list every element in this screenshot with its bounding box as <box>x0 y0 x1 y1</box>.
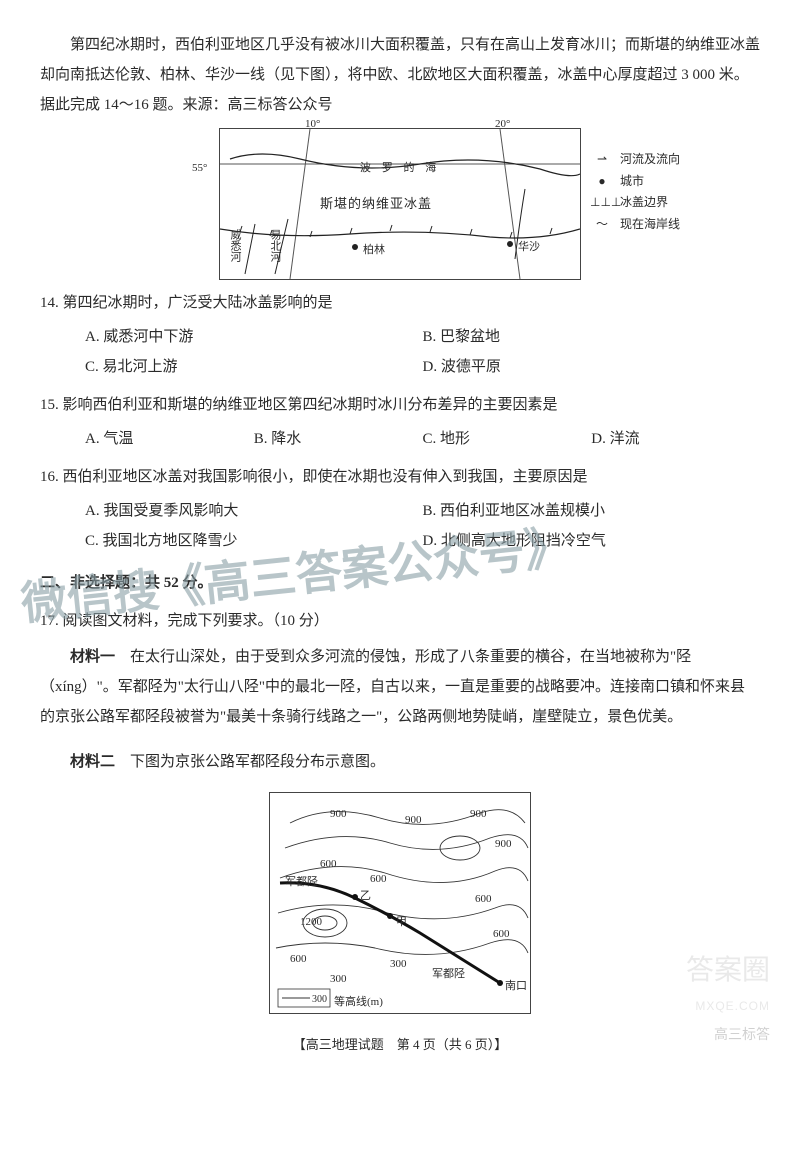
question-14: 14. 第四纪冰期时，广泛受大陆冰盖影响的是 A. 威悉河中下游 B. 巴黎盆地… <box>40 288 760 382</box>
passage-intro: 第四纪冰期时，西伯利亚地区几乎没有被冰川大面积覆盖，只有在高山上发育冰川；而斯堪… <box>40 30 760 120</box>
map2-c1200: 1200 <box>300 911 322 933</box>
map2-c600e: 600 <box>290 948 307 970</box>
legend-ice: 冰盖边界 <box>620 192 668 214</box>
map2-jia: 甲 <box>396 911 407 933</box>
map1-warsaw: 华沙 <box>518 236 540 258</box>
q17-m2-text: 下图为京张公路军都陉段分布示意图。 <box>115 754 385 770</box>
map1-lon2: 20° <box>495 113 510 135</box>
map2-box: 军都陉 军都陉 南口 甲 乙 900 900 900 900 600 600 6… <box>269 792 531 1014</box>
map2-jundu: 军都陉 <box>285 871 318 893</box>
q14-option-c[interactable]: C. 易北河上游 <box>85 352 423 382</box>
map1-ice: 斯堪的纳维亚冰盖 <box>320 191 432 217</box>
q14-option-d[interactable]: D. 波德平原 <box>423 352 761 382</box>
ice-edge-icon: ⊥⊥⊥ <box>590 192 614 214</box>
map1-legend: ⇀ 河流及流向 ● 城市 ⊥⊥⊥ 冰盖边界 〜现在海岸线 <box>590 149 700 235</box>
map1-sea: 波 罗 的 海 <box>360 157 440 179</box>
map1-elbe: 易北河 <box>264 229 286 262</box>
q16-option-a[interactable]: A. 我国受夏季风影响大 <box>85 496 423 526</box>
q16-option-c[interactable]: C. 我国北方地区降雪少 <box>85 526 423 556</box>
q14-option-b[interactable]: B. 巴黎盆地 <box>423 322 761 352</box>
q15-option-b[interactable]: B. 降水 <box>254 424 423 454</box>
map2-c600a: 600 <box>320 853 337 875</box>
q14-option-a[interactable]: A. 威悉河中下游 <box>85 322 423 352</box>
q16-option-d[interactable]: D. 北侧高大地形阻挡冷空气 <box>423 526 761 556</box>
q17-material-2: 材料二 下图为京张公路军都陉段分布示意图。 <box>40 747 760 777</box>
legend-coast: 现在海岸线 <box>620 214 680 236</box>
q17-m2-label: 材料二 <box>70 754 115 770</box>
legend-flow: 河流及流向 <box>620 149 680 171</box>
q15-stem: 15. 影响西伯利亚和斯堪的纳维亚地区第四纪冰期时冰川分布差异的主要因素是 <box>40 390 760 420</box>
map2-c300b: 300 <box>390 953 407 975</box>
city-icon: ● <box>590 171 614 193</box>
map1-berlin: 柏林 <box>363 239 385 261</box>
map2-leg-sample: 300 <box>312 990 327 1010</box>
q15-option-a[interactable]: A. 气温 <box>85 424 254 454</box>
q14-stem: 14. 第四纪冰期时，广泛受大陆冰盖影响的是 <box>40 288 760 318</box>
q17-material-1: 材料一 在太行山深处，由于受到众多河流的侵蚀，形成了八条重要的横谷，在当地被称为… <box>40 642 760 732</box>
q16-stem: 16. 西伯利亚地区冰盖对我国影响很小，即使在冰期也没有伸入到我国，主要原因是 <box>40 462 760 492</box>
q16-option-b[interactable]: B. 西伯利亚地区冰盖规模小 <box>423 496 761 526</box>
map2-c600c: 600 <box>475 888 492 910</box>
q17-m1-text: 在太行山深处，由于受到众多河流的侵蚀，形成了八条重要的横谷，在当地被称为"陉（x… <box>40 649 745 725</box>
map2-c900b: 900 <box>405 809 422 831</box>
map1-weser: 威悉河 <box>224 229 246 262</box>
coast-icon: 〜 <box>590 214 614 236</box>
map2-c900a: 900 <box>330 803 347 825</box>
map2-c600d: 600 <box>493 923 510 945</box>
page-footer: 【高三地理试题 第 4 页（共 6 页）】 <box>40 1032 760 1058</box>
q15-option-c[interactable]: C. 地形 <box>423 424 592 454</box>
map2-c300a: 300 <box>330 968 347 990</box>
section-2-heading: 二、非选择题：共 52 分。 <box>40 568 760 598</box>
map2-leg-contour: 等高线(m) <box>334 991 383 1013</box>
q17-stem: 17. 阅读图文材料，完成下列要求。（10 分） <box>40 606 760 636</box>
map1-box: 10° 20° 55° 波 罗 的 海 斯堪的纳维亚冰盖 威悉河 易北河 柏林 … <box>219 128 581 280</box>
question-15: 15. 影响西伯利亚和斯堪的纳维亚地区第四纪冰期时冰川分布差异的主要因素是 A.… <box>40 390 760 454</box>
map2-jundu2: 军都陉 <box>432 963 465 985</box>
map2-c600b: 600 <box>370 868 387 890</box>
figure-map2: 军都陉 军都陉 南口 甲 乙 900 900 900 900 600 600 6… <box>40 792 760 1014</box>
map2-nankou: 南口 <box>505 975 527 997</box>
question-17: 17. 阅读图文材料，完成下列要求。（10 分） 材料一 在太行山深处，由于受到… <box>40 606 760 777</box>
map2-c900d: 900 <box>495 833 512 855</box>
map1-lat: 55° <box>192 157 207 179</box>
q17-m1-label: 材料一 <box>70 649 115 665</box>
q15-option-d[interactable]: D. 洋流 <box>591 424 760 454</box>
map1-lon1: 10° <box>305 113 320 135</box>
legend-city: 城市 <box>620 171 644 193</box>
question-16: 16. 西伯利亚地区冰盖对我国影响很小，即使在冰期也没有伸入到我国，主要原因是 … <box>40 462 760 556</box>
flow-icon: ⇀ <box>590 149 614 171</box>
map2-c900c: 900 <box>470 803 487 825</box>
figure-map1: 10° 20° 55° 波 罗 的 海 斯堪的纳维亚冰盖 威悉河 易北河 柏林 … <box>40 128 760 280</box>
